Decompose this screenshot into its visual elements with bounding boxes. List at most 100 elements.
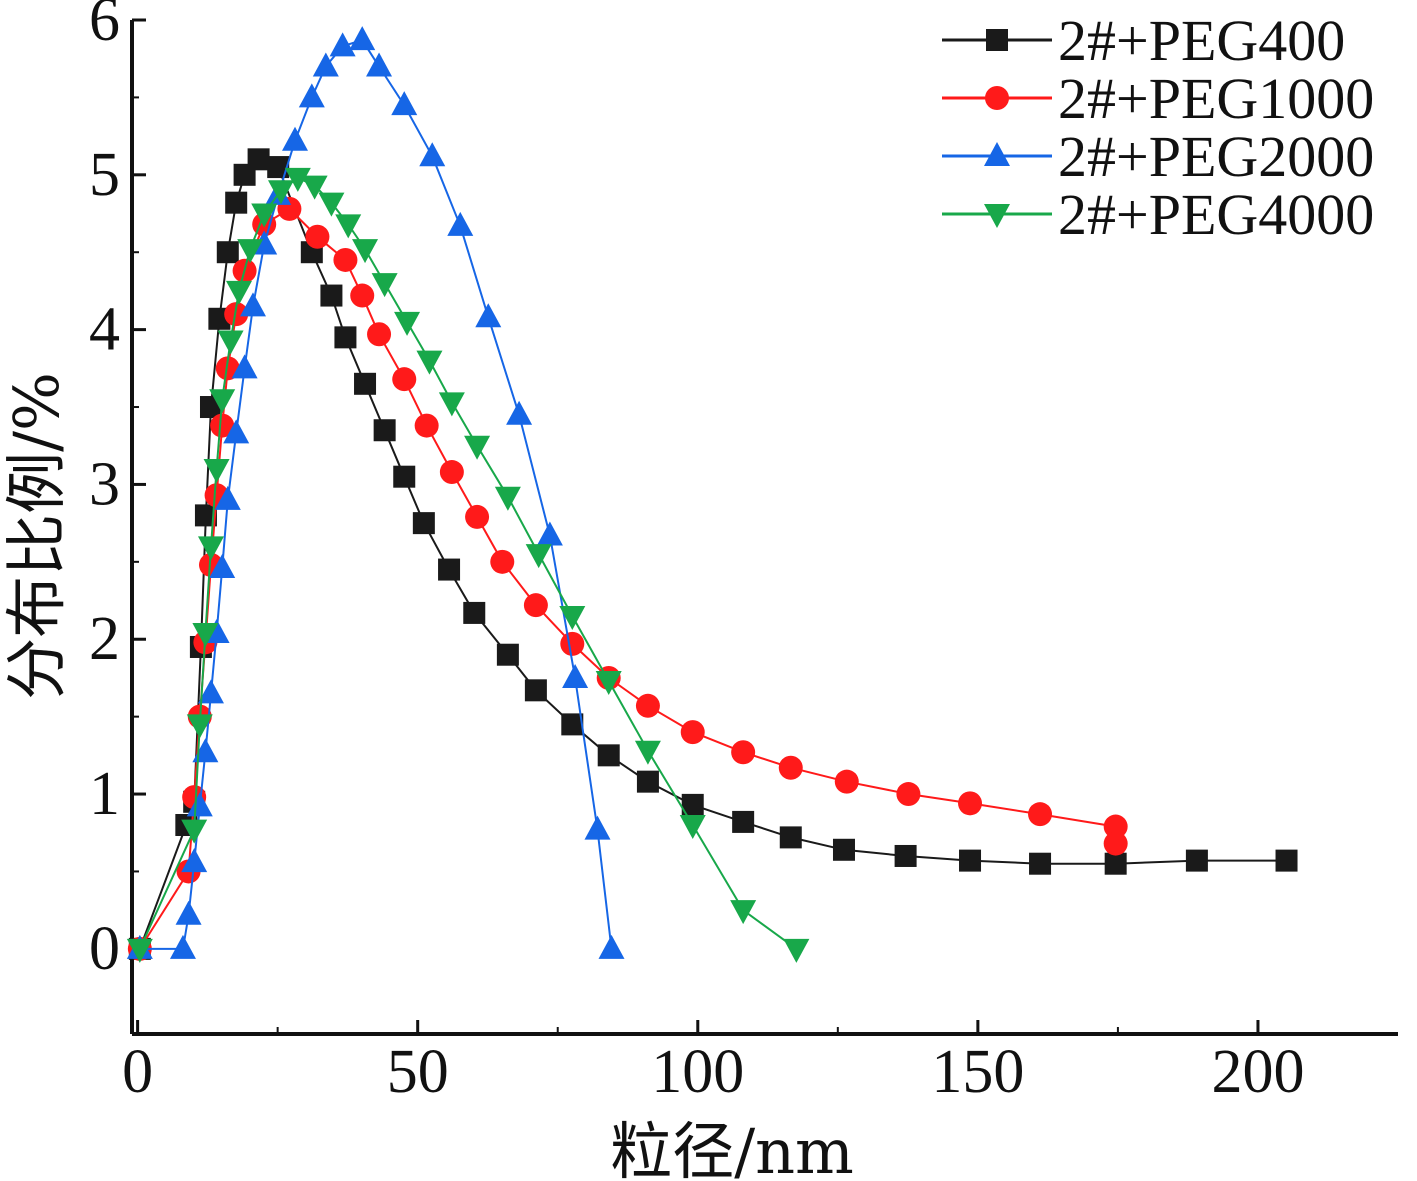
- data-point: [475, 303, 502, 328]
- data-point: [560, 631, 585, 656]
- data-point: [732, 810, 755, 833]
- legend-item: 2#+PEG4000: [942, 182, 1374, 247]
- data-point: [783, 938, 810, 963]
- data-point: [335, 214, 362, 239]
- x-tick-label: 0: [122, 1038, 153, 1106]
- data-point: [225, 191, 248, 214]
- data-point: [506, 400, 533, 425]
- data-point: [1103, 814, 1128, 839]
- data-point: [525, 544, 552, 569]
- legend-marker: [985, 86, 1009, 110]
- data-point: [354, 372, 377, 395]
- data-point: [298, 83, 325, 108]
- data-point: [1029, 852, 1052, 875]
- data-point: [598, 934, 625, 959]
- data-point: [126, 938, 153, 963]
- series-line: [138, 176, 797, 950]
- data-point: [412, 512, 435, 535]
- data-point: [438, 392, 465, 417]
- legend-item: 2#+PEG400: [942, 8, 1345, 73]
- y-tick-label: 4: [89, 296, 120, 364]
- y-tick-label: 1: [89, 760, 120, 828]
- data-point: [496, 643, 519, 666]
- data-point: [635, 693, 660, 718]
- data-point: [896, 782, 921, 807]
- data-point: [392, 367, 417, 392]
- data-point: [175, 900, 202, 925]
- data-point: [318, 192, 345, 217]
- data-point: [223, 419, 250, 444]
- legend-item: 2#+PEG2000: [942, 124, 1374, 189]
- legend-marker: [984, 142, 1010, 166]
- data-point: [634, 740, 661, 765]
- data-point: [216, 241, 239, 264]
- data-point: [373, 419, 396, 442]
- data-point: [523, 593, 548, 618]
- data-point: [391, 91, 418, 116]
- data-point: [197, 679, 224, 704]
- data-point: [394, 311, 421, 336]
- data-point: [312, 52, 339, 77]
- y-tick-label: 0: [89, 915, 120, 983]
- data-point: [419, 142, 446, 167]
- data-point: [267, 156, 290, 179]
- data-point: [214, 485, 241, 510]
- data-point: [350, 283, 375, 308]
- legend-label: 2#+PEG2000: [1058, 124, 1374, 189]
- data-point: [536, 521, 563, 546]
- data-point: [779, 826, 802, 849]
- data-point: [463, 601, 486, 624]
- data-point: [194, 504, 217, 527]
- series-layer: [126, 26, 1298, 963]
- data-point: [584, 815, 611, 840]
- data-point: [367, 322, 392, 347]
- data-point: [636, 770, 659, 793]
- data-point: [559, 606, 586, 631]
- data-point: [465, 504, 490, 529]
- y-tick-label: 6: [89, 0, 120, 54]
- legend-item: 2#+PEG1000: [942, 66, 1374, 131]
- data-point: [225, 280, 252, 305]
- data-point: [680, 720, 705, 745]
- data-point: [414, 413, 439, 438]
- data-point: [224, 302, 249, 327]
- data-point: [834, 769, 859, 794]
- data-point: [329, 32, 356, 57]
- y-ticks: 0 1 2 3 4 5 6: [89, 0, 146, 983]
- data-point: [284, 167, 311, 192]
- data-point: [393, 465, 416, 488]
- data-point: [438, 558, 461, 581]
- data-point: [416, 350, 443, 375]
- series-line: [138, 207, 1117, 950]
- x-tick-label: 200: [1211, 1038, 1304, 1106]
- data-point: [562, 663, 589, 688]
- data-point: [231, 354, 258, 379]
- data-point: [247, 148, 270, 171]
- data-point: [730, 900, 757, 925]
- x-axis-title: 粒径/nm: [610, 1115, 854, 1181]
- data-point: [679, 815, 706, 840]
- data-point: [731, 740, 756, 765]
- x-tick-label: 100: [651, 1038, 744, 1106]
- data-point: [334, 326, 357, 349]
- x-tick-label: 150: [931, 1038, 1024, 1106]
- data-point: [349, 26, 376, 51]
- legend-label: 2#+PEG4000: [1058, 182, 1374, 247]
- legend-label: 2#+PEG1000: [1058, 66, 1374, 131]
- legend-marker: [984, 204, 1010, 228]
- legend-label: 2#+PEG400: [1058, 8, 1345, 73]
- y-tick-label: 2: [89, 605, 120, 673]
- data-point: [282, 126, 309, 151]
- data-point: [959, 849, 982, 872]
- data-point: [561, 713, 584, 736]
- data-point: [1104, 852, 1127, 875]
- data-point: [268, 180, 295, 205]
- data-point: [439, 460, 464, 485]
- series-3: [126, 167, 810, 963]
- axes: 0 50 100 150 200 0 1 2 3 4 5 6: [89, 0, 1398, 1106]
- data-point: [597, 744, 620, 767]
- data-point: [595, 671, 622, 696]
- data-point: [778, 755, 803, 780]
- series-2: [126, 26, 625, 959]
